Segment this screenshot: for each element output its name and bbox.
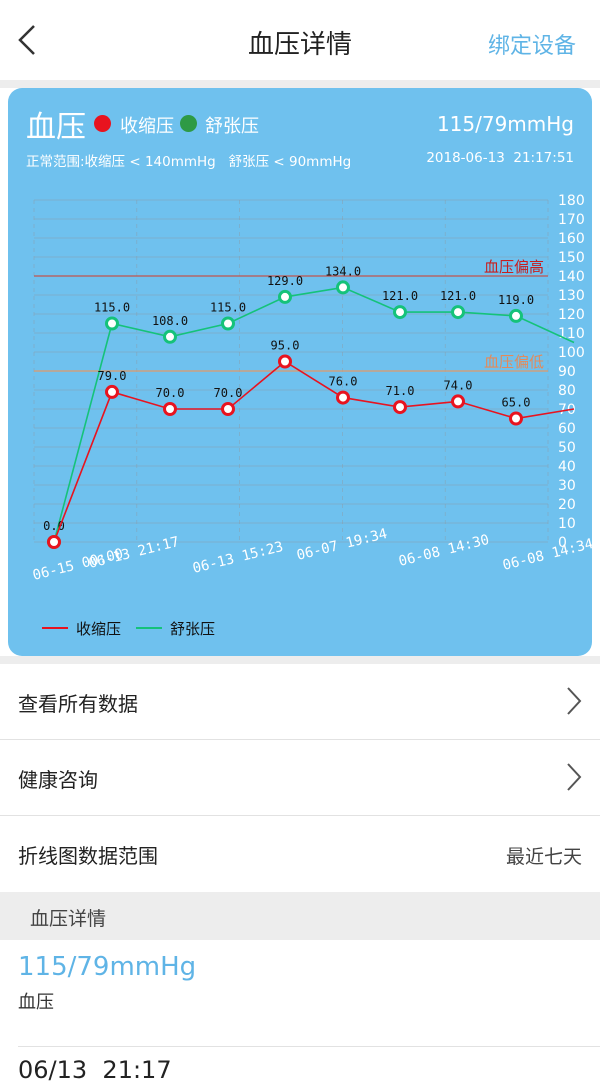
health-consult-row[interactable]: 健康咨询 xyxy=(0,740,600,816)
x-tick-label: 06-08 14:34 xyxy=(501,536,592,574)
details-section-header: 血压详情 xyxy=(0,892,600,940)
diastolic-point xyxy=(336,280,350,295)
y-tick-label: 140 xyxy=(558,269,585,285)
y-tick-label: 110 xyxy=(558,326,585,342)
y-tick-label: 30 xyxy=(558,478,576,494)
threshold-label: 血压偏低 xyxy=(484,353,544,371)
chevron-right-icon xyxy=(567,763,582,791)
y-tick-label: 50 xyxy=(558,440,576,456)
back-chevron-icon[interactable] xyxy=(14,22,44,58)
systolic-point xyxy=(47,535,61,549)
y-tick-label: 180 xyxy=(558,193,585,209)
x-tick-label: 06-13 21:17 xyxy=(87,534,181,572)
chevron-right-icon xyxy=(567,687,582,715)
y-tick-label: 0 xyxy=(558,535,567,551)
y-tick-label: 160 xyxy=(558,231,585,247)
diastolic-point xyxy=(278,289,292,304)
systolic-data-label: 70.0 xyxy=(156,386,185,400)
y-tick-label: 120 xyxy=(558,307,585,323)
systolic-data-label: 70.0 xyxy=(214,386,243,400)
next-record-time: 06/13 21:17 xyxy=(18,1056,172,1084)
y-tick-label: 60 xyxy=(558,421,576,437)
systolic-point xyxy=(451,394,465,409)
diastolic-data-label: 115.0 xyxy=(210,301,246,315)
x-tick-label: 06-13 15:23 xyxy=(191,539,285,577)
chart-range-value: 最近七天 xyxy=(505,846,582,868)
diastolic-data-label: 115.0 xyxy=(94,301,130,315)
measure-time: 2018-06-13 21:17:51 xyxy=(426,150,574,166)
diastolic-point xyxy=(221,316,235,331)
diastolic-data-label: 129.0 xyxy=(267,274,303,288)
systolic-point xyxy=(393,400,407,415)
top-bar: 血压详情 绑定设备 xyxy=(0,0,600,80)
systolic-data-label: 74.0 xyxy=(444,378,473,392)
diastolic-line xyxy=(53,286,575,543)
systolic-data-label: 95.0 xyxy=(271,339,300,353)
diastolic-data-label: 119.0 xyxy=(498,293,534,307)
diastolic-point xyxy=(163,329,177,344)
divider xyxy=(0,739,600,740)
systolic-point xyxy=(336,390,350,405)
x-tick-label: 06-08 14:30 xyxy=(397,532,491,570)
diastolic-data-label: 121.0 xyxy=(382,289,418,303)
diastolic-data-label: 134.0 xyxy=(325,264,361,278)
systolic-point xyxy=(221,402,235,416)
chart-range-row[interactable]: 折线图数据范围 最近七天 xyxy=(0,816,600,892)
x-tick-label: 06-07 19:34 xyxy=(295,526,389,564)
chart-range-label: 折线图数据范围 xyxy=(18,844,158,868)
y-tick-label: 40 xyxy=(558,459,576,475)
y-tick-label: 10 xyxy=(558,516,576,532)
detail-name: 血压 xyxy=(18,992,54,1013)
systolic-legend-text: 收缩压 xyxy=(76,620,121,638)
systolic-point xyxy=(163,402,177,416)
y-tick-label: 90 xyxy=(558,364,576,380)
divider xyxy=(0,80,600,88)
diastolic-legend-label: 舒张压 xyxy=(205,116,259,137)
y-tick-label: 170 xyxy=(558,212,585,228)
page-title: 血压详情 xyxy=(247,30,352,60)
view-all-data-row[interactable]: 查看所有数据 xyxy=(0,664,600,740)
divider xyxy=(0,815,600,816)
y-tick-label: 130 xyxy=(558,288,585,304)
systolic-point xyxy=(509,411,523,426)
current-value: 115/79mmHg xyxy=(436,112,574,136)
normal-range: 正常范围:收缩压 < 140mmHg 舒张压 < 90mmHg xyxy=(26,154,352,170)
divider xyxy=(18,1046,600,1047)
health-consult-label: 健康咨询 xyxy=(18,768,98,792)
view-all-data-label: 查看所有数据 xyxy=(18,692,138,716)
systolic-point xyxy=(278,354,292,369)
threshold-label: 血压偏高 xyxy=(484,258,544,276)
systolic-data-label: 76.0 xyxy=(329,375,358,389)
bp-line-chart: 0102030405060708090100110120130140150160… xyxy=(31,193,592,638)
systolic-data-label: 71.0 xyxy=(386,384,415,398)
systolic-line xyxy=(53,360,575,543)
diastolic-legend-text: 舒张压 xyxy=(170,620,215,638)
systolic-data-label: 65.0 xyxy=(502,396,531,410)
systolic-data-label: 79.0 xyxy=(98,369,127,383)
bind-device-button[interactable]: 绑定设备 xyxy=(487,34,576,59)
y-tick-label: 20 xyxy=(558,497,576,513)
diastolic-point xyxy=(105,316,119,331)
systolic-legend-label: 收缩压 xyxy=(120,116,174,137)
card-title: 血压 xyxy=(26,110,86,145)
systolic-point xyxy=(105,384,119,399)
section-title: 血压详情 xyxy=(30,908,107,930)
diastolic-point xyxy=(509,308,523,323)
diastolic-data-label: 108.0 xyxy=(152,314,188,328)
detail-value: 115/79mmHg xyxy=(18,952,197,982)
y-tick-label: 150 xyxy=(558,250,585,266)
systolic-legend-dot xyxy=(94,115,111,132)
diastolic-data-label: 121.0 xyxy=(440,289,476,303)
y-tick-label: 100 xyxy=(558,345,585,361)
diastolic-legend-dot xyxy=(180,115,197,132)
diastolic-point xyxy=(393,305,407,320)
blood-pressure-card: 血压 收缩压 舒张压 115/79mmHg 正常范围:收缩压 < 140mmHg… xyxy=(8,88,592,656)
divider xyxy=(0,656,600,664)
y-tick-label: 80 xyxy=(558,383,576,399)
diastolic-point xyxy=(451,305,465,320)
